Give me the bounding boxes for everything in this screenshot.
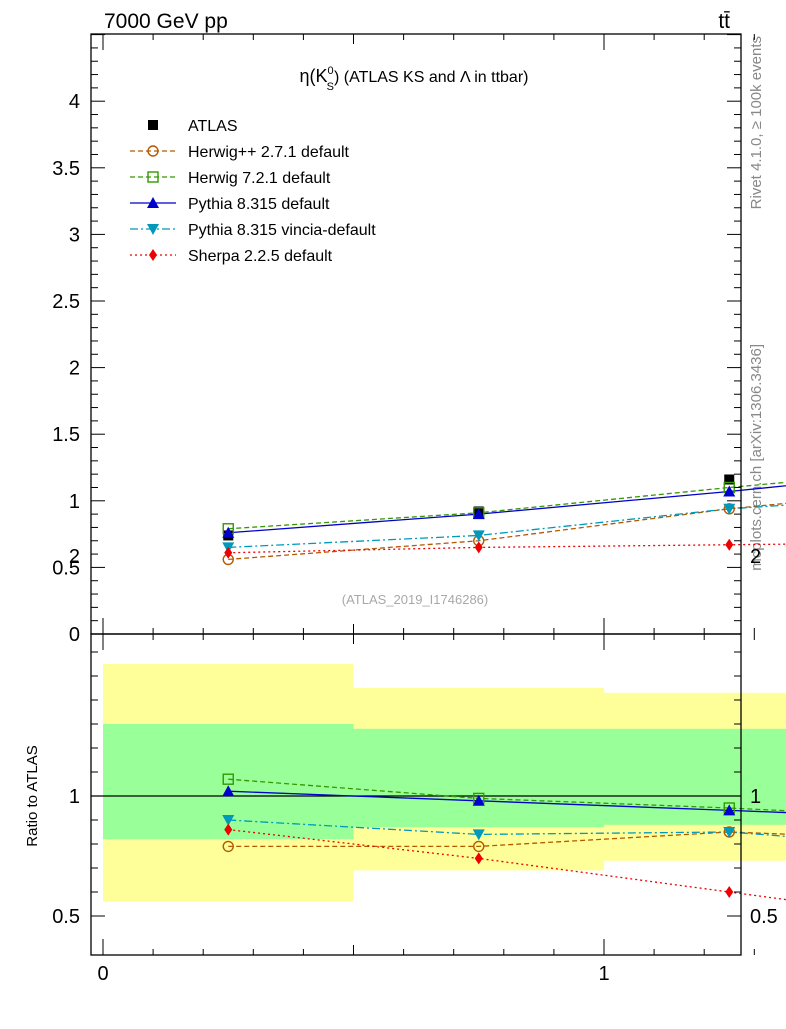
plot-title: η(K0 S) (ATLAS KS and Λ in ttbar)	[300, 65, 529, 93]
main-line-1	[228, 502, 786, 561]
main-line-2	[228, 481, 786, 530]
ratio-frame	[90, 633, 742, 956]
legend-marker-5	[149, 249, 157, 261]
legend: ATLAS Herwig++ 2.7.1 default Herwig 7.2.1 …	[130, 118, 376, 265]
main-point-5-0	[224, 546, 233, 559]
main-point-3-1	[472, 508, 485, 520]
energy-label: 7000 GeV pp	[104, 10, 228, 33]
main-ytick-label: 2.5	[52, 291, 80, 313]
legend-label-5: Sherpa 2.2.5 default	[188, 248, 333, 265]
ratio-point-0-1	[473, 840, 485, 853]
ratio-ytick-label-left: 0.5	[52, 906, 80, 928]
ratio-point-1-0	[222, 773, 234, 785]
legend-marker-1	[147, 145, 159, 157]
main-point-5-1	[474, 541, 483, 554]
ratio-point-2-1	[472, 794, 485, 806]
rivet-label: Rivet 4.1.0, ≥ 100k events	[748, 36, 765, 209]
ratio-point-3-1	[472, 829, 485, 841]
main-ytick-label: 1.5	[52, 424, 80, 446]
plot-title-suffix: ) (ATLAS KS and Λ in ttbar)	[334, 69, 528, 86]
legend-marker-2	[147, 171, 159, 183]
analysis-watermark: (ATLAS_2019_I1746286)	[342, 592, 488, 607]
main-point-3-0	[222, 526, 235, 538]
mcplots-label: mcplots.cern.ch [arXiv:1306.3436]	[748, 344, 765, 571]
main-ytick-label: 0	[69, 624, 80, 646]
uncertainty-bands	[91, 664, 786, 902]
legend-marker-3	[147, 197, 159, 208]
main-point-4-2	[723, 503, 736, 515]
ratio-ytick-label-left: 2	[69, 546, 80, 568]
main-point-4-1	[472, 530, 485, 542]
band-inner-2	[604, 728, 786, 825]
legend-label-3: Pythia 8.315 default	[188, 196, 330, 213]
ratio-point-4-2	[725, 886, 734, 898]
main-ytick-label: 1	[69, 491, 80, 513]
main-line-3	[228, 485, 786, 534]
ratio-ytick-label-right: 0.5	[750, 906, 778, 928]
ratio-xtick-label: 0	[97, 963, 108, 985]
legend-label-2: Herwig 7.2.1 default	[188, 170, 331, 187]
main-ytick-label: 0.5	[52, 557, 80, 579]
legend-marker-4	[147, 224, 159, 235]
main-ytick-label: 4	[69, 91, 80, 113]
plot-title-sub: S	[327, 81, 334, 93]
series-markers	[222, 474, 736, 898]
plot-title-sup: 0	[328, 65, 334, 77]
legend-label-1: Herwig++ 2.7.1 default	[188, 144, 350, 161]
ratio-point-4-0	[224, 823, 233, 836]
ratio-point-2-2	[723, 804, 736, 816]
plot-title-prefix: η(K	[300, 66, 328, 86]
main-ytick-label: 2	[69, 358, 80, 380]
ratio-point-0-0	[222, 840, 234, 853]
legend-label-4: Pythia 8.315 vincia-default	[188, 222, 376, 239]
main-point-5-2	[725, 538, 734, 551]
ratio-ytick-label-right: 2	[750, 546, 761, 568]
main-ytick-label: 3.5	[52, 158, 80, 180]
ratio-point-3-0	[222, 815, 235, 826]
band-inner-1	[353, 728, 604, 828]
ratio-ytick-label-left: 1	[69, 786, 80, 808]
main-point-3-2	[723, 485, 736, 497]
ratio-ytick-label-right: 1	[750, 786, 761, 808]
ratio-point-2-0	[222, 785, 235, 797]
ratio-point-3-2	[723, 827, 736, 838]
process-label: tt̄	[718, 10, 730, 33]
legend-label-0: ATLAS	[188, 118, 238, 135]
main-point-0-2	[724, 474, 735, 485]
ratio-point-4-1	[474, 852, 483, 865]
ratio-ylabel: Ratio to ATLAS	[24, 745, 41, 846]
main-ytick-label: 3	[69, 224, 80, 246]
ratio-xtick-label: 1	[598, 963, 609, 985]
legend-marker-0	[148, 120, 158, 130]
